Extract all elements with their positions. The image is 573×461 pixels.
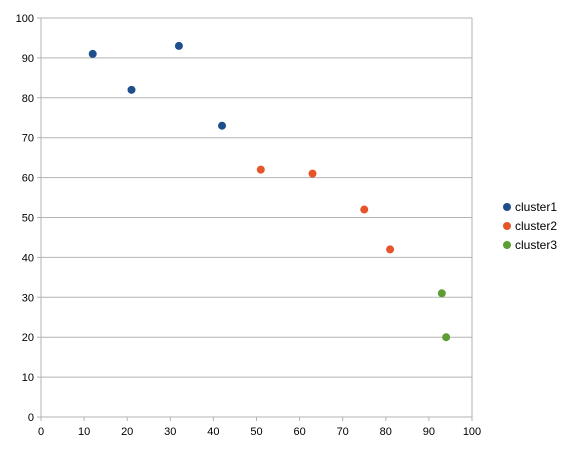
y-tick-labels: 0 10 20 30 40 50 60 70 80 90 100 bbox=[16, 13, 34, 424]
x-tick-label: 50 bbox=[250, 426, 262, 438]
x-tick-label: 30 bbox=[164, 426, 176, 438]
cluster1-point bbox=[127, 85, 136, 94]
x-tick-label: 80 bbox=[380, 426, 392, 438]
x-tick-label: 70 bbox=[337, 426, 349, 438]
y-tick-label: 100 bbox=[16, 13, 34, 25]
x-tick-label: 60 bbox=[293, 426, 305, 438]
y-tick-label: 70 bbox=[22, 133, 34, 145]
legend-marker-cluster3 bbox=[503, 241, 511, 249]
y-tick-label: 10 bbox=[22, 372, 34, 384]
legend: cluster1 cluster2 cluster3 bbox=[503, 200, 557, 252]
y-tick-label: 60 bbox=[22, 173, 34, 185]
x-tick-label: 90 bbox=[423, 426, 435, 438]
legend-marker-cluster1 bbox=[503, 203, 511, 211]
cluster1-point bbox=[174, 41, 183, 50]
cluster2-point bbox=[386, 245, 395, 254]
cluster2-point bbox=[308, 169, 317, 178]
y-tick-label: 30 bbox=[22, 292, 34, 304]
data-points bbox=[88, 41, 451, 342]
axes bbox=[37, 18, 473, 421]
cluster1-point bbox=[218, 121, 227, 130]
legend-marker-cluster2 bbox=[503, 222, 511, 230]
cluster3-point bbox=[437, 289, 446, 298]
y-tick-label: 90 bbox=[22, 53, 34, 65]
cluster2-point bbox=[360, 205, 369, 214]
x-tick-label: 10 bbox=[78, 426, 90, 438]
x-tick-label: 100 bbox=[463, 426, 481, 438]
x-tick-label: 20 bbox=[121, 426, 133, 438]
cluster1-point bbox=[88, 49, 97, 58]
cluster3-point bbox=[442, 333, 451, 342]
legend-label-cluster3: cluster3 bbox=[515, 238, 557, 252]
cluster2-point bbox=[256, 165, 265, 174]
x-tick-label: 40 bbox=[207, 426, 219, 438]
x-tick-labels: 0 10 20 30 40 50 60 70 80 90 100 bbox=[38, 426, 481, 438]
y-tick-label: 80 bbox=[22, 93, 34, 105]
gridlines bbox=[37, 17, 472, 418]
legend-label-cluster2: cluster2 bbox=[515, 219, 557, 233]
y-tick-label: 50 bbox=[22, 213, 34, 225]
legend-label-cluster1: cluster1 bbox=[515, 200, 557, 214]
x-tick-label: 0 bbox=[38, 426, 44, 438]
y-tick-label: 0 bbox=[28, 412, 34, 424]
y-tick-label: 20 bbox=[22, 332, 34, 344]
y-tick-label: 40 bbox=[22, 252, 34, 264]
